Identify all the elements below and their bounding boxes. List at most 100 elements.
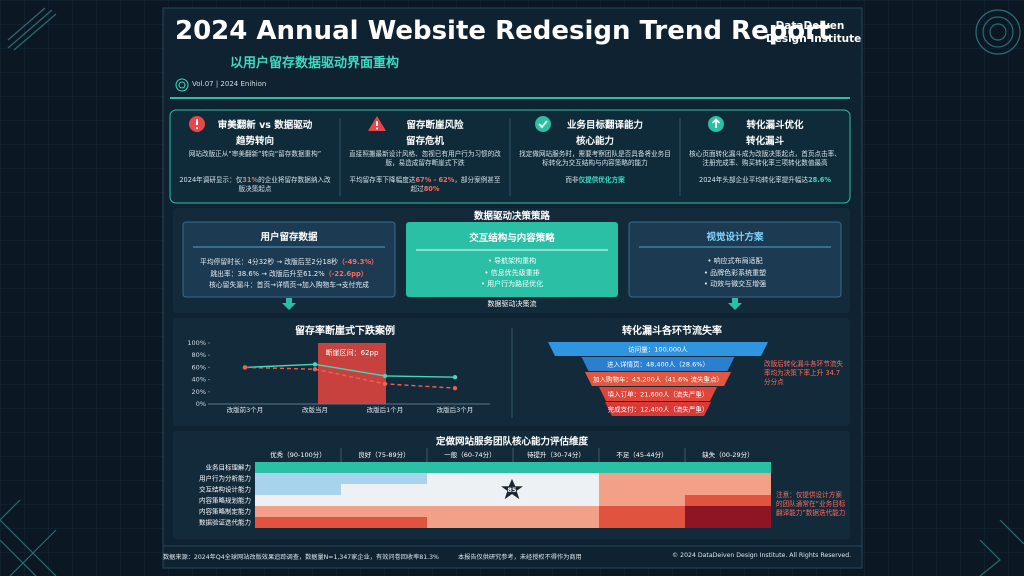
row-label: 业务目标理解力: [206, 463, 252, 472]
x-tick-label: 改版当月: [302, 405, 328, 414]
card-title: 转化漏斗优化: [746, 120, 804, 131]
card-note: 而非仅提供优化方案: [517, 176, 673, 185]
highlight: 仅提供优化方案: [578, 176, 625, 184]
heat-cell: [599, 517, 685, 528]
point: [382, 381, 388, 387]
box-line: 核心留失漏斗：首页→详情页→加入购物车→支付完成: [183, 279, 395, 289]
box-item: • 信息优先级重排: [484, 268, 540, 277]
issue-icon: [175, 78, 189, 92]
heat-cell: [255, 462, 341, 473]
heat-cell: [599, 495, 685, 506]
stage-label: 完成支付：12,400人（流失严重）: [608, 405, 709, 414]
issue-icon: [178, 81, 186, 89]
annotation-band: [318, 343, 386, 404]
funnel-stage: [584, 372, 732, 386]
heat-cell: [599, 473, 685, 484]
card-subtitle: 趋势转向: [235, 136, 274, 147]
heat-cell: [427, 495, 513, 506]
heat-cell: [255, 506, 341, 517]
heat-cell: [427, 517, 513, 528]
heat-cell: [685, 517, 771, 528]
funnel-stage: [604, 402, 712, 416]
point: [382, 373, 388, 379]
line: [244, 366, 456, 389]
stage-label: 进入详情页：48,400人（28.6%）: [607, 360, 709, 369]
heat-cell: [427, 484, 513, 495]
heat-cell: [513, 473, 599, 484]
card-title: 留存断崖风险: [406, 120, 464, 131]
heat-cell: [341, 462, 427, 473]
point: [452, 385, 458, 391]
row-label: 交互结构设计能力: [199, 485, 251, 494]
footer-disclaimer: 本报告仅供研究参考，未经授权不得作为商用: [458, 554, 582, 561]
x-tick-label: 改版后1个月: [367, 405, 404, 414]
card-note: 2024年头部企业平均转化率提升幅达28.6%: [687, 176, 843, 185]
heat-cell: [427, 506, 513, 517]
column-label: 缺失（00-29分）: [702, 450, 753, 459]
box-title: 用户留存数据: [260, 232, 318, 243]
chart-note: 改版后转化漏斗各环节流失率均为决策下率上升 34.7分分点: [764, 360, 844, 386]
text-part: 平均留存率下降幅度达: [349, 176, 416, 184]
point: [312, 362, 318, 367]
heat-cell: [599, 484, 685, 495]
chart-title: 定做网站服务团队核心能力评估维度: [435, 436, 589, 448]
x-tick-label: 改版前3个月: [227, 405, 264, 414]
card-icons: [189, 116, 724, 132]
column-label: 待提升（30-74分）: [527, 450, 585, 459]
text-part: 2024年头部企业平均转化率提升幅达: [699, 176, 809, 184]
column-label: 良好（75-89分）: [358, 450, 409, 459]
heat-cell: [685, 495, 771, 506]
heat-cell: [599, 462, 685, 473]
card-dividers: [339, 118, 681, 196]
chart-note: 注意：仅提供设计方案的团队通常在“业务目标翻译能力”数据迭代能力: [776, 491, 846, 517]
highlight: （-49.3%）: [337, 258, 378, 266]
heat-cell: [255, 517, 341, 528]
highlight: 67% - 62%: [415, 176, 455, 184]
box-title: 视觉设计方案: [706, 232, 764, 243]
flow-label: 数据驱动决策流: [487, 300, 537, 308]
chart-title: 留存率断崖式下跌案例: [295, 324, 395, 337]
text-part: 2024年调研显示：仅: [179, 176, 243, 184]
y-tick-label: 20%: [192, 388, 206, 396]
flow-arrows: [282, 298, 742, 310]
highlight: 80%: [423, 184, 440, 193]
heat-cell: [685, 484, 771, 495]
text-part: 的企业将留存数据纳入改版决策起点: [238, 176, 331, 193]
heat-cell: [255, 495, 341, 506]
row-label: 内容策略规划能力: [199, 496, 251, 505]
card-note: 2024年调研显示：仅31%的企业将留存数据纳入改版决策起点: [177, 176, 333, 194]
heat-cell: [513, 517, 599, 528]
card-subtitle: 核心能力: [575, 136, 614, 147]
highlight: 28.6%: [808, 176, 831, 184]
card-title: 业务目标翻译能力: [566, 120, 643, 131]
column-label: 优秀（90-100分）: [270, 450, 326, 459]
y-tick-label: 100%: [187, 339, 206, 347]
card-subtitle: 留存危机: [405, 136, 444, 147]
brand: Design Institute: [766, 33, 862, 45]
heat-cell: [685, 506, 771, 517]
line: [244, 363, 456, 378]
funnel-stage: [548, 342, 768, 356]
heat-cell: [599, 506, 685, 517]
text-part: ，部分案例甚至超过: [410, 176, 501, 193]
stage-label: 填入订单：21,600人（流失严重）: [608, 390, 709, 399]
strategy-box: [182, 221, 396, 298]
text-part: 跳出率：38.6% → 改版后升至61.2%: [210, 269, 325, 278]
box-item: • 用户行为路径优化: [480, 280, 544, 288]
heat-cell: [341, 473, 427, 484]
funnel-stage: [581, 357, 735, 371]
star-label: 85: [507, 486, 517, 494]
section-title: 数据驱动决策策路: [473, 211, 550, 222]
title: 2024 Annual Website Redesign Trend Repor…: [175, 16, 831, 46]
heat-cell: [513, 506, 599, 517]
text-part: 核心留失漏斗：首页→详情页→加入购物车→支付完成: [209, 281, 369, 289]
box-item: • 品牌色彩系统重塑: [703, 268, 767, 277]
card-subtitle: 转化漏斗: [745, 136, 784, 147]
chart-title: 转化漏斗各环节流失率: [622, 324, 722, 337]
decor: [0, 7, 1024, 576]
row-label: 数据验证迭代能力: [199, 518, 251, 527]
y-tick-label: 60%: [192, 363, 206, 371]
point: [312, 367, 318, 372]
